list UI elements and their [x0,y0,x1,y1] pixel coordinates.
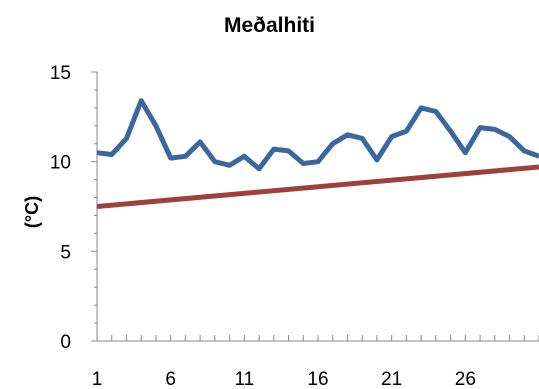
axes [91,71,539,342]
x-tick-label: 16 [307,369,328,389]
y-tick-label: 15 [50,63,71,84]
y-tick-label: 0 [60,332,71,353]
series-layer [96,98,539,209]
x-tick-label: 1 [92,369,103,389]
x-tick-label: 26 [455,369,476,389]
series-line-1 [96,98,539,172]
x-tick-label: 11 [234,369,254,389]
x-tick-label: 6 [165,369,176,389]
y-tick-label: 5 [60,242,71,263]
y-tick-label: 10 [50,153,71,174]
series-line-2 [96,164,539,209]
x-tick-label: 21 [381,369,402,389]
chart-title: Meðalhiti [223,14,315,37]
